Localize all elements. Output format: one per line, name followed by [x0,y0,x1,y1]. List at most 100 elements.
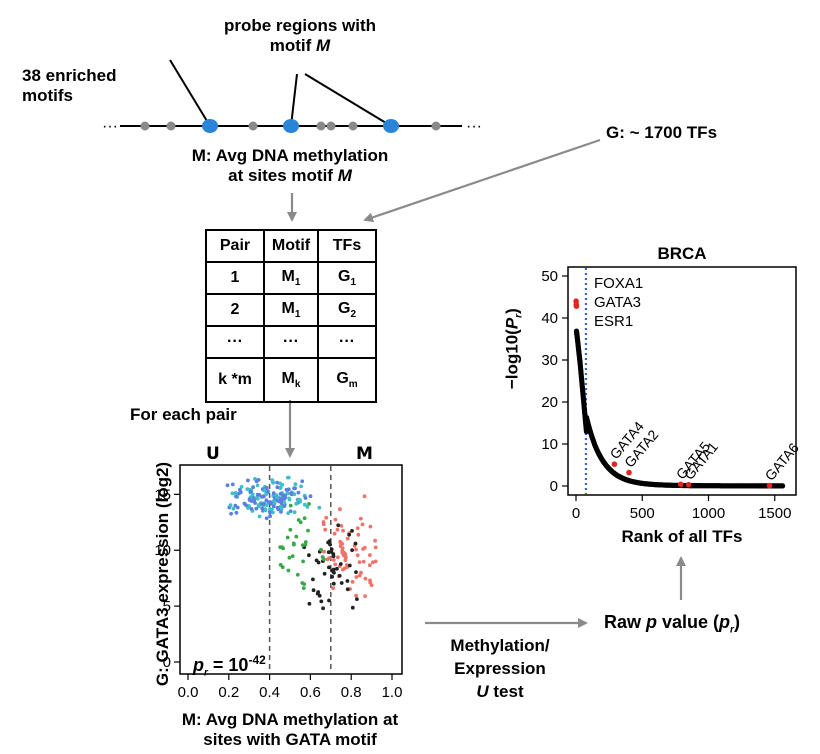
table-cell-tf: G2 [317,293,377,327]
enriched-line2: motifs [22,86,73,105]
scatter-point [333,562,338,567]
scatter-point [333,517,338,522]
scatter-point [292,510,297,515]
scatter-point [244,503,248,508]
scatter-point [321,606,325,611]
scatter-point [286,511,291,515]
pair-table: Pair Motif TFs 1 M1 G1 2 M1 G2 ··· ··· ·… [205,229,377,403]
scatter-point [303,496,308,500]
scatter-point [256,478,261,482]
scatter-point [326,540,330,545]
scatter-point [327,598,331,603]
scatter-x-tick-label: 0.4 [259,684,280,701]
scatter-point [248,489,253,494]
scatter-frame [179,464,403,675]
rank-frame [567,266,797,496]
scatter-point [373,545,378,550]
scatter-point [275,485,280,490]
rank-y-tick-label: 30 [541,352,558,369]
scatter-point [303,540,308,544]
scatter-point [350,605,355,610]
scatter-point [285,491,290,496]
scatter-point [270,507,274,512]
scatter-point [307,502,311,506]
raw-p-text2: value ( [657,612,720,632]
table-cell-tf: ··· [317,325,377,359]
scatter-point [265,503,269,507]
scatter-xlabel-line1: M: Avg DNA methylation at [181,710,399,729]
scatter-point [327,565,331,570]
scatter-point [311,577,315,582]
rank-x-tick-label: 1500 [758,505,791,522]
scatter-point [233,491,238,495]
scatter-point [362,494,367,499]
scatter-point [255,492,260,497]
scatter-point [361,559,366,564]
table-header-row: Pair Motif TFs [205,229,377,263]
table-cell-motif: M1 [263,261,319,295]
avg-line1: M: Avg DNA methylation [191,146,389,165]
rank-y-tick-label: 40 [541,310,558,327]
scatter-point [282,504,287,508]
enriched-line1: 38 enriched [22,66,117,85]
tf-symbol: G [336,369,349,387]
scatter-point [290,554,295,558]
scatter-point [261,494,266,499]
rank-y-axis: 0 10 20 30 40 50 [541,268,568,495]
rank-y-tick-label: 10 [541,436,558,453]
motif-subscript: k [294,379,301,391]
raw-p-text1: Raw [604,612,647,632]
table-cell-pair: 2 [205,293,265,327]
scatter-point [307,601,312,606]
scatter-point [355,526,360,531]
rank-chart-title: BRCA [657,244,707,263]
scatter-point [338,507,342,512]
scatter-point [354,575,359,579]
scatter-point [288,503,293,508]
scatter-point [287,496,291,501]
scatter-point [322,549,326,554]
scatter-point [301,559,305,564]
rank-x-tick-label: 500 [630,505,655,522]
scatter-point [288,527,293,532]
scatter-point [235,505,240,510]
rank-highlight-point [766,482,773,489]
scatter-point [271,491,276,496]
scatter-point [305,505,310,509]
scatter-point [355,597,359,601]
scatter-xlabel: M: Avg DNA methylation at sites with GAT… [140,710,440,750]
probe-site [248,121,258,131]
pvalue-exponent: -42 [248,653,266,667]
scatter-point [250,492,255,497]
scatter-point [238,487,242,492]
scatter-point [234,510,239,515]
probe-label-text: motif [269,36,312,55]
scatter-point [271,504,276,509]
scatter-point [264,492,268,497]
scatter-point [268,514,272,519]
scatter-point [234,494,238,499]
avg-line2-motif: M [337,166,352,185]
scatter-point [295,572,300,577]
scatter-point [355,553,360,558]
scatter-point [278,563,283,567]
scatter-y-tick-label: 5 [163,598,171,615]
probe-label-line2: motif M [190,36,410,56]
scatter-point [303,542,308,547]
motif-connector-1 [169,59,211,127]
scatter-x-tick-label: 0.0 [178,684,199,701]
scatter-point [268,500,273,505]
scatter-point [275,505,280,510]
scatter-point [275,480,279,485]
tf-subscript: 2 [350,309,356,321]
scatter-point [327,556,332,560]
for-each-pair-label: For each pair [130,405,237,424]
scatter-points [225,475,378,611]
scatter-point [331,581,336,586]
scatter-point [311,588,316,593]
table-row: 1 M1 G1 [205,261,377,295]
scatter-point [293,482,298,487]
scatter-point [303,502,307,507]
